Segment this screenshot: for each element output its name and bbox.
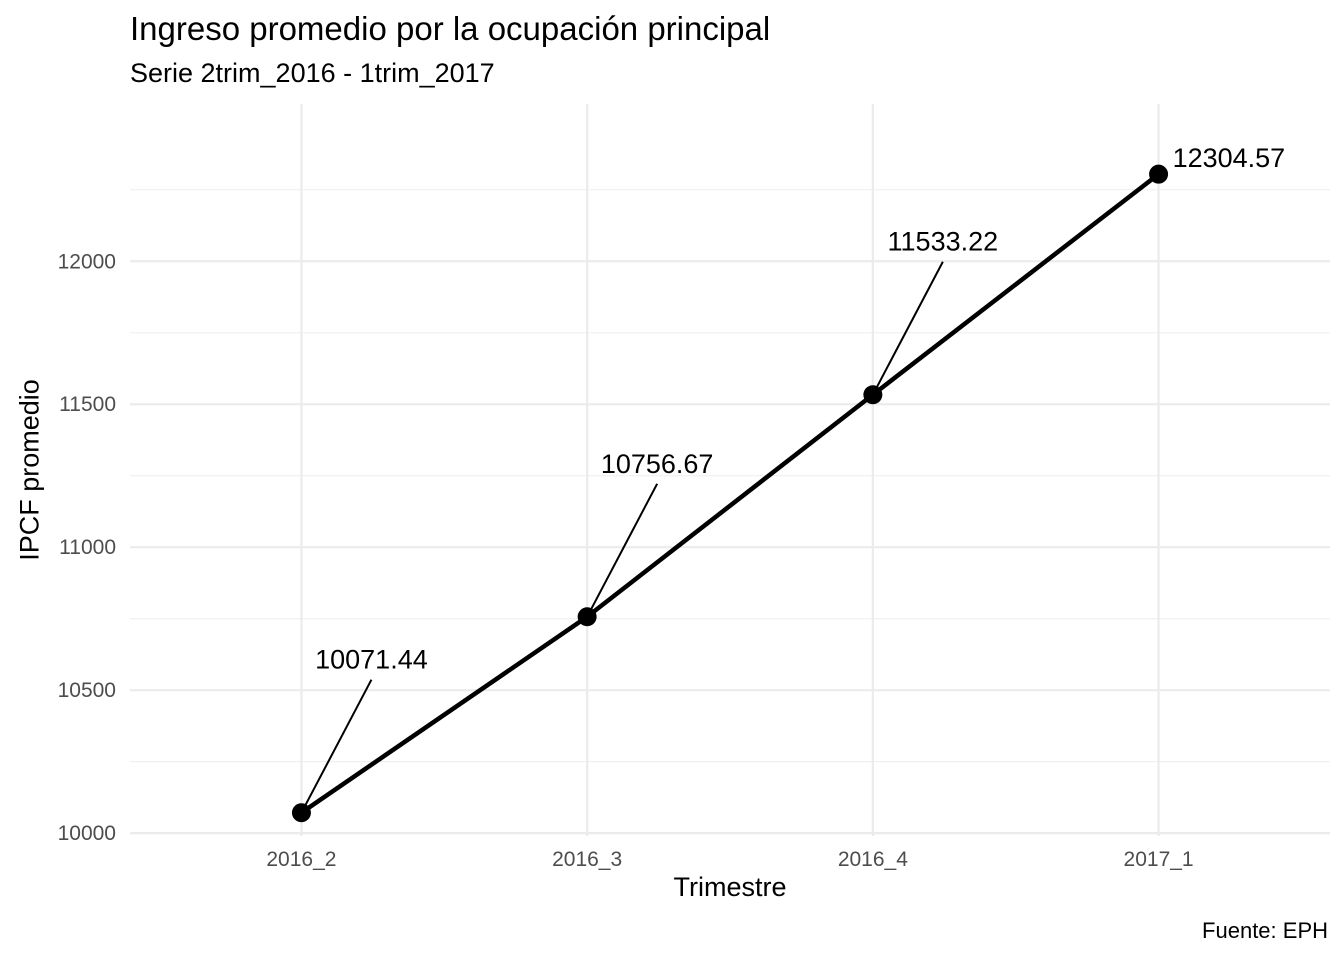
data-label: 12304.57 xyxy=(1173,143,1286,173)
data-point xyxy=(1149,164,1169,184)
x-tick-label: 2017_1 xyxy=(1124,848,1194,871)
x-tick-label: 2016_2 xyxy=(266,848,336,871)
grid-minor xyxy=(130,189,1330,763)
series-line xyxy=(300,172,1160,815)
y-axis-ticks: 10000 10500 11000 11500 12000 xyxy=(58,250,116,845)
chart-subtitle: Serie 2trim_2016 - 1trim_2017 xyxy=(130,58,495,88)
data-label: 10071.44 xyxy=(315,645,428,675)
grid-major xyxy=(130,104,1330,836)
y-tick-label: 12000 xyxy=(58,250,116,273)
x-tick-label: 2016_4 xyxy=(838,848,908,871)
chart-title: Ingreso promedio por la ocupación princi… xyxy=(130,10,771,47)
y-tick-label: 10000 xyxy=(58,822,116,845)
series xyxy=(291,164,1169,823)
x-axis-ticks: 2016_2 2016_3 2016_4 2017_1 xyxy=(266,848,1193,871)
data-label: 11533.22 xyxy=(888,227,999,257)
label-leader-line xyxy=(586,483,659,618)
y-tick-label: 10500 xyxy=(58,679,116,702)
data-labels: 10071.44 10756.67 11533.22 12304.57 xyxy=(300,143,1286,814)
chart-caption: Fuente: EPH xyxy=(1202,918,1328,943)
y-tick-label: 11000 xyxy=(59,536,116,559)
y-tick-label: 11500 xyxy=(59,393,116,416)
y-axis-label: IPCF promedio xyxy=(14,379,45,561)
label-leader-line xyxy=(300,679,373,814)
data-label: 10756.67 xyxy=(601,449,714,479)
x-axis-label: Trimestre xyxy=(673,872,787,902)
x-tick-label: 2016_3 xyxy=(552,848,622,871)
label-leader-line xyxy=(871,261,944,396)
